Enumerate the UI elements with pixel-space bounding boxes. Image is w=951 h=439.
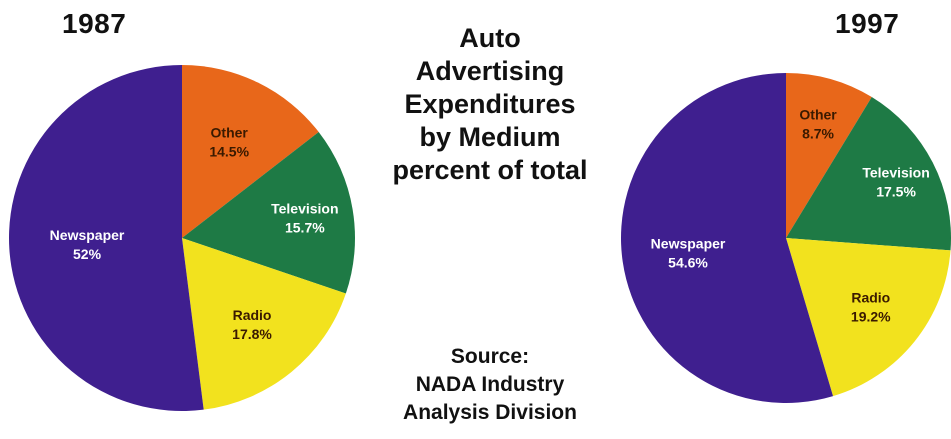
pie-1987-slice-value-television: 15.7% [285, 219, 325, 235]
pie-1997-slice-newspaper [621, 73, 834, 403]
pie-1997-slice-value-newspaper: 54.6% [668, 254, 708, 270]
source-note: Source: NADA Industry Analysis Division [365, 343, 615, 427]
pie-1987-slice-television [182, 131, 355, 294]
title-line: Auto [459, 23, 521, 53]
source-line: Source: [450, 345, 530, 368]
pie-1997-slice-label-radio: Radio [851, 289, 890, 305]
pie-1997-slice-value-other: 8.7% [802, 126, 834, 142]
pie-1987-slice-label-newspaper: Newspaper [50, 227, 125, 243]
pie-1987-slice-newspaper [9, 65, 204, 411]
pie-1997-slice-other [786, 73, 872, 238]
chart-title: Auto Advertising Expenditures by Medium … [365, 22, 615, 187]
source-line: NADA Industry [415, 373, 565, 396]
pie-1997-slice-value-television: 17.5% [876, 183, 916, 199]
title-line: percent of total [392, 155, 588, 185]
pie-1987-slice-label-television: Television [271, 200, 338, 216]
pie-1987-slice-value-radio: 17.8% [232, 326, 272, 342]
chart-1997-year-label: 1997 [835, 8, 900, 39]
title-line: Advertising [415, 56, 565, 86]
pie-1987-slice-other [182, 65, 319, 238]
title-line: by Medium [419, 122, 561, 152]
pie-1997-slice-radio [786, 238, 951, 397]
pie-1987-slice-label-other: Other [211, 125, 249, 141]
pie-1987-slice-value-newspaper: 52% [73, 246, 102, 262]
pie-1987-slice-radio [182, 238, 346, 410]
source-line: Analysis Division [403, 401, 577, 424]
pie-1997-slice-label-newspaper: Newspaper [651, 235, 726, 251]
chart-1987-year-label: 1987 [62, 8, 127, 39]
title-line: Expenditures [404, 89, 576, 119]
pie-1987-slice-label-radio: Radio [233, 307, 272, 323]
pie-1997-slice-television [786, 97, 951, 251]
pie-1997-slice-label-other: Other [799, 107, 837, 123]
pie-1997-slice-label-television: Television [862, 164, 929, 180]
pie-1997-slice-value-radio: 19.2% [851, 308, 891, 324]
pie-1987-slice-value-other: 14.5% [209, 144, 249, 160]
